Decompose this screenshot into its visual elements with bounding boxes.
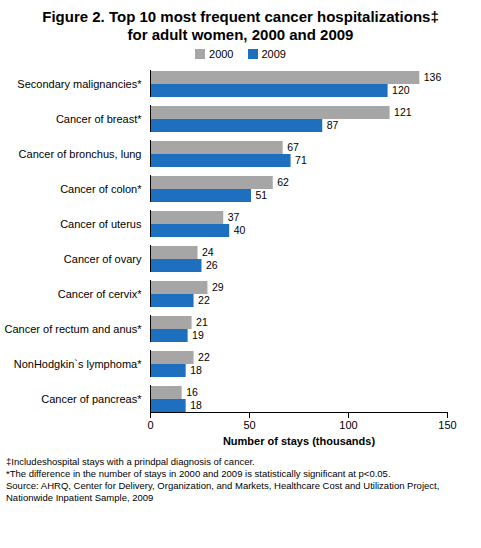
svg-text:Cancer of rectum and anus*: Cancer of rectum and anus* bbox=[5, 323, 143, 335]
svg-text:Number of stays (thousands): Number of stays (thousands) bbox=[223, 435, 376, 447]
svg-text:67: 67 bbox=[287, 141, 299, 153]
svg-text:Cancer of ovary: Cancer of ovary bbox=[64, 253, 142, 265]
html-text:‡Includeshospital stays with a: ‡Includeshospital stays with a prindpal … bbox=[6, 456, 255, 467]
svg-text:50: 50 bbox=[243, 419, 255, 431]
svg-text:121: 121 bbox=[394, 106, 412, 118]
svg-text:19: 19 bbox=[192, 329, 204, 341]
html-text:*The difference in the number: *The difference in the number of stays i… bbox=[6, 468, 391, 479]
svg-text:22: 22 bbox=[198, 294, 210, 306]
svg-text:Cancer of colon*: Cancer of colon* bbox=[60, 183, 142, 195]
svg-text:136: 136 bbox=[424, 71, 442, 83]
svg-text:Cancer of pancreas*: Cancer of pancreas* bbox=[41, 393, 142, 405]
svg-text:Cancer of cervix*: Cancer of cervix* bbox=[58, 288, 142, 300]
svg-text:150: 150 bbox=[438, 419, 456, 431]
svg-text:100: 100 bbox=[339, 419, 357, 431]
svg-text:62: 62 bbox=[277, 176, 289, 188]
svg-text:Secondary malignancies*: Secondary malignancies* bbox=[17, 78, 142, 90]
html-text:Figure 2. Top 10 most frequent: Figure 2. Top 10 most frequent cancer ho… bbox=[42, 8, 439, 43]
svg-text:24: 24 bbox=[202, 246, 214, 258]
svg-text:NonHodgkin`s lymphoma*: NonHodgkin`s lymphoma* bbox=[14, 358, 142, 370]
html-text:2000: 2000 bbox=[209, 48, 234, 60]
svg-text:29: 29 bbox=[212, 281, 224, 293]
svg-text:120: 120 bbox=[392, 84, 410, 96]
svg-text:16: 16 bbox=[186, 386, 198, 398]
svg-text:87: 87 bbox=[327, 119, 339, 131]
svg-text:0: 0 bbox=[147, 419, 153, 431]
svg-text:22: 22 bbox=[198, 351, 210, 363]
svg-text:51: 51 bbox=[255, 189, 267, 201]
svg-text:40: 40 bbox=[234, 224, 246, 236]
html-text:2009: 2009 bbox=[261, 48, 286, 60]
svg-text:71: 71 bbox=[295, 154, 307, 166]
svg-text:Cancer of breast*: Cancer of breast* bbox=[56, 113, 142, 125]
svg-text:Cancer of uterus: Cancer of uterus bbox=[60, 218, 142, 230]
svg-text:18: 18 bbox=[190, 399, 202, 411]
svg-text:37: 37 bbox=[228, 211, 240, 223]
svg-text:26: 26 bbox=[206, 259, 218, 271]
html-text:Source: AHRQ, Center for Deliv: Source: AHRQ, Center for Delivery, Organ… bbox=[6, 480, 440, 503]
svg-text:Cancer of bronchus, lung: Cancer of bronchus, lung bbox=[19, 148, 142, 160]
svg-text:21: 21 bbox=[196, 316, 208, 328]
svg-text:18: 18 bbox=[190, 364, 202, 376]
